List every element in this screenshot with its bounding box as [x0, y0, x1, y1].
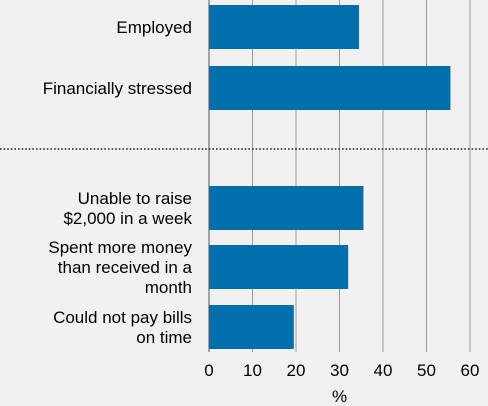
x-tick-label: 50 [417, 361, 436, 380]
bar [209, 5, 360, 49]
x-tick-labels: 0 10 20 30 40 50 60 [204, 361, 479, 380]
x-axis-title: % [332, 387, 347, 406]
x-tick-label: 30 [330, 361, 349, 380]
bar [209, 66, 451, 110]
x-tick-label: 0 [204, 361, 213, 380]
x-tick-label: 60 [461, 361, 480, 380]
category-label: Financially stressed [43, 79, 192, 98]
gridlines [252, 0, 471, 352]
x-tick-label: 20 [287, 361, 306, 380]
bar [209, 245, 349, 289]
x-tick-label: 10 [243, 361, 262, 380]
bar [209, 186, 364, 230]
category-label: Unable to raise $2,000 in a week [63, 189, 192, 228]
category-label: Employed [116, 18, 192, 37]
category-labels: Employed Financially stressed Unable to ra… [43, 18, 193, 347]
bar [209, 305, 294, 349]
category-label: Spent more money than received in a month [48, 238, 192, 297]
category-label: Could not pay bills on time [53, 308, 192, 347]
x-tick-label: 40 [374, 361, 393, 380]
bars [209, 5, 451, 349]
